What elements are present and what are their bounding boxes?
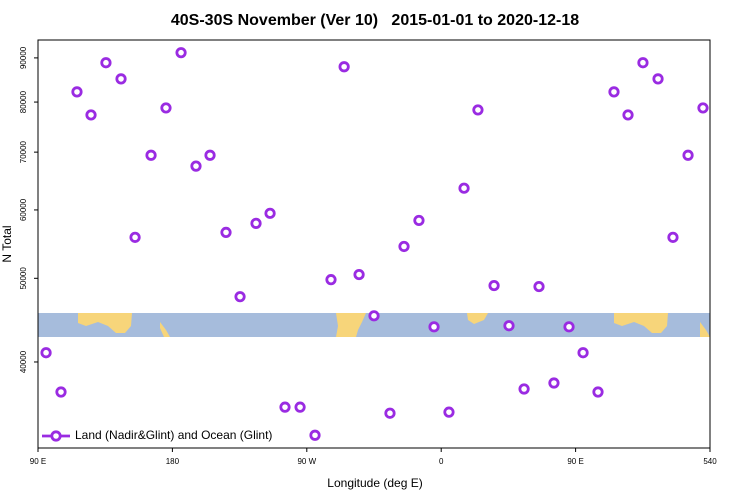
data-point <box>145 149 157 161</box>
y-tick-label: 40000 <box>19 350 28 373</box>
data-point <box>637 57 649 69</box>
data-point <box>428 321 440 333</box>
chart-title: 40S-30S November (Ver 10) 2015-01-01 to … <box>171 12 579 29</box>
y-tick-label: 80000 <box>19 90 28 113</box>
data-point <box>250 217 262 229</box>
data-point <box>697 102 709 114</box>
data-point <box>115 73 127 85</box>
data-point <box>294 401 306 413</box>
data-point <box>563 321 575 333</box>
land-shape <box>336 313 366 337</box>
data-point <box>443 406 455 418</box>
data-point <box>577 347 589 359</box>
data-point <box>384 407 396 419</box>
y-tick-label: 60000 <box>19 198 28 221</box>
data-point <box>472 104 484 116</box>
data-point <box>160 102 172 114</box>
land-shape <box>78 313 132 333</box>
land-shape <box>467 313 488 324</box>
data-point <box>55 386 67 398</box>
data-point <box>518 383 530 395</box>
data-point <box>71 86 83 98</box>
data-point <box>85 109 97 121</box>
data-point <box>533 280 545 293</box>
legend-marker <box>50 430 62 442</box>
x-tick-label: 540 <box>703 457 717 466</box>
y-axis-label: N Total <box>0 225 14 262</box>
data-point <box>682 149 694 161</box>
data-point <box>608 86 620 98</box>
data-point <box>503 320 515 332</box>
data-point <box>325 274 337 286</box>
data-point <box>398 240 410 253</box>
y-tick-label: 70000 <box>19 140 28 163</box>
data-point <box>353 268 365 281</box>
data-point <box>368 310 380 322</box>
x-tick-label: 180 <box>166 457 180 466</box>
x-tick-label: 90 E <box>567 457 583 466</box>
data-point <box>279 401 291 413</box>
data-point <box>175 47 187 59</box>
data-point <box>204 149 216 161</box>
x-tick-label: 90 W <box>297 457 316 466</box>
data-point <box>40 347 52 359</box>
data-point <box>309 429 321 441</box>
land-shape <box>614 313 668 333</box>
data-point <box>338 61 350 73</box>
data-point <box>129 231 141 243</box>
data-point <box>220 226 232 239</box>
data-point <box>592 386 604 398</box>
data-point <box>190 160 202 172</box>
data-point <box>667 231 679 243</box>
data-point <box>100 57 112 69</box>
x-tick-label: 90 E <box>30 457 46 466</box>
x-axis-label: Longitude (deg E) <box>327 476 422 490</box>
land-shape <box>700 322 710 337</box>
data-point <box>652 73 664 85</box>
data-point <box>234 291 246 303</box>
plot-frame <box>37 39 711 449</box>
land-shape <box>160 322 170 337</box>
data-point <box>548 377 560 389</box>
data-point <box>488 279 500 292</box>
data-point <box>622 109 634 121</box>
data-point <box>264 207 276 219</box>
y-tick-label: 50000 <box>19 267 28 290</box>
y-tick-label: 90000 <box>19 46 28 69</box>
data-point <box>458 182 470 194</box>
data-point <box>413 214 425 227</box>
legend-label: Land (Nadir&Glint) and Ocean (Glint) <box>75 428 272 442</box>
x-tick-label: 0 <box>439 457 444 466</box>
